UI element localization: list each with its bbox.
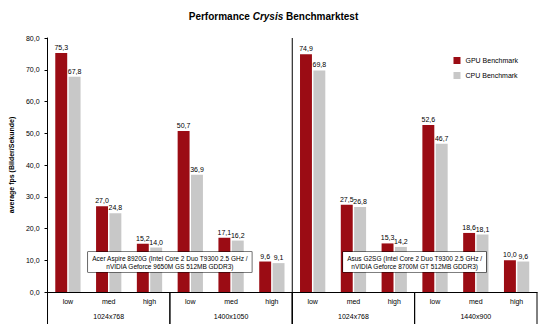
svg-text:nVIDIA Geforce 9650M GS 512MB: nVIDIA Geforce 9650M GS 512MB GDDR3) <box>106 263 233 271</box>
svg-text:10,0: 10,0 <box>26 257 40 264</box>
svg-text:50,0: 50,0 <box>26 130 40 137</box>
svg-text:60,0: 60,0 <box>26 98 40 105</box>
svg-text:med: med <box>224 298 238 305</box>
svg-text:46,7: 46,7 <box>435 135 449 142</box>
svg-text:30,0: 30,0 <box>26 193 40 200</box>
svg-text:70,0: 70,0 <box>26 66 40 73</box>
svg-text:27,0: 27,0 <box>95 197 109 204</box>
svg-text:24,8: 24,8 <box>109 204 123 211</box>
svg-text:36,9: 36,9 <box>190 166 204 173</box>
svg-text:low: low <box>430 298 441 305</box>
svg-text:low: low <box>307 298 318 305</box>
svg-text:80,0: 80,0 <box>26 35 40 42</box>
svg-text:9,1: 9,1 <box>274 254 284 261</box>
svg-text:14,2: 14,2 <box>394 238 408 245</box>
svg-text:15,3: 15,3 <box>381 234 395 241</box>
svg-text:1440x900: 1440x900 <box>460 313 491 320</box>
svg-text:CPU Benchmark: CPU Benchmark <box>465 72 518 79</box>
svg-text:1024x768: 1024x768 <box>93 313 124 320</box>
svg-text:med: med <box>102 298 116 305</box>
svg-text:low: low <box>185 298 196 305</box>
svg-text:17,1: 17,1 <box>218 229 232 236</box>
svg-text:27,5: 27,5 <box>340 196 354 203</box>
svg-text:10,0: 10,0 <box>503 251 517 258</box>
svg-text:74,9: 74,9 <box>299 45 313 52</box>
svg-text:high: high <box>388 298 401 306</box>
svg-text:18,6: 18,6 <box>462 224 476 231</box>
svg-text:75,3: 75,3 <box>54 44 68 51</box>
svg-text:Benchmarktest: Benchmarktest <box>283 11 359 22</box>
svg-text:low: low <box>63 298 74 305</box>
svg-text:nVIDIA Geforce 8700M GT 512MB: nVIDIA Geforce 8700M GT 512MB GDDR3) <box>351 263 478 271</box>
svg-text:16,2: 16,2 <box>231 232 245 239</box>
svg-text:69,8: 69,8 <box>313 61 327 68</box>
svg-text:Asus G2SG (Intel Core 2 Duo T9: Asus G2SG (Intel Core 2 Duo T9300 2.5 GH… <box>347 255 482 263</box>
svg-text:high: high <box>510 298 523 306</box>
svg-text:14,0: 14,0 <box>149 239 163 246</box>
svg-text:1400x1050: 1400x1050 <box>214 313 249 320</box>
svg-text:50,7: 50,7 <box>177 122 191 129</box>
svg-text:high: high <box>143 298 156 306</box>
svg-text:0,0: 0,0 <box>30 289 40 296</box>
svg-text:15,2: 15,2 <box>136 235 150 242</box>
svg-text:med: med <box>469 298 483 305</box>
svg-text:18,1: 18,1 <box>476 226 490 233</box>
svg-text:67,8: 67,8 <box>68 68 82 75</box>
svg-text:9,6: 9,6 <box>260 253 270 260</box>
svg-text:9,6: 9,6 <box>518 253 528 260</box>
svg-text:Crysis: Crysis <box>253 11 284 22</box>
svg-text:20,0: 20,0 <box>26 225 40 232</box>
svg-text:Performance: Performance <box>189 11 253 22</box>
svg-text:med: med <box>347 298 361 305</box>
svg-text:average fps (Bilder/Sekunde): average fps (Bilder/Sekunde) <box>8 117 16 213</box>
svg-text:Acer Aspire 8920G (Intel Core: Acer Aspire 8920G (Intel Core 2 Duo T930… <box>92 255 247 263</box>
svg-text:26,8: 26,8 <box>353 198 367 205</box>
svg-text:high: high <box>265 298 278 306</box>
svg-text:40,0: 40,0 <box>26 162 40 169</box>
svg-text:GPU Benchmark: GPU Benchmark <box>465 57 518 64</box>
svg-text:52,6: 52,6 <box>422 116 436 123</box>
svg-text:1024x768: 1024x768 <box>338 313 369 320</box>
